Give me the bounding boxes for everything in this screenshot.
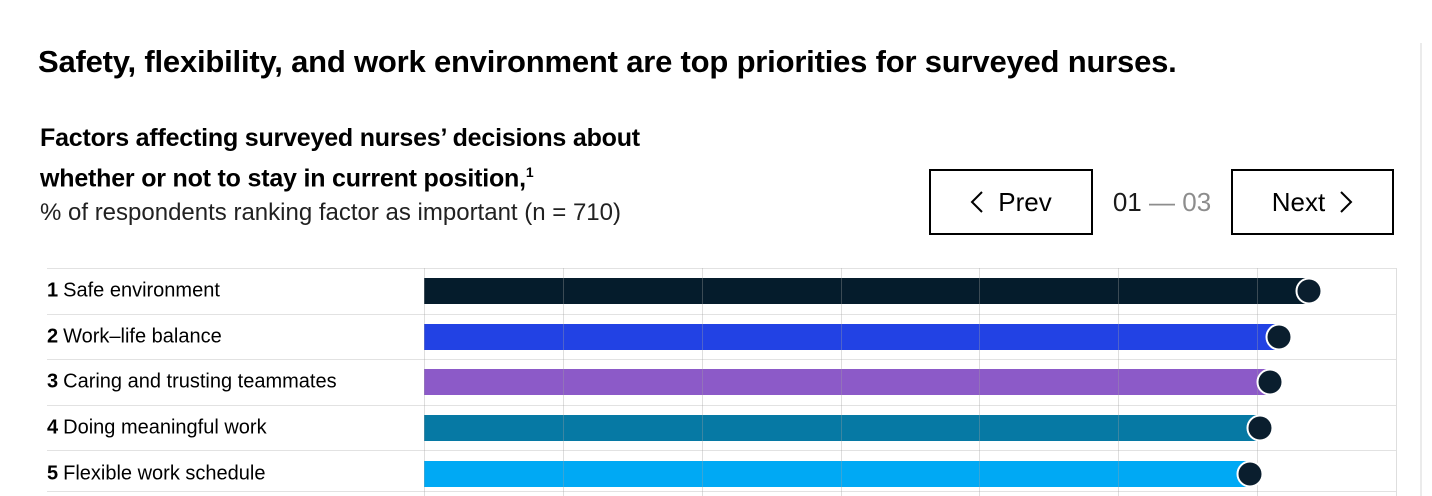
row-label: 5 Flexible work schedule bbox=[47, 462, 266, 485]
page-title: Safety, flexibility, and work environmen… bbox=[38, 44, 1177, 79]
chart-title-line1: Factors affecting surveyed nurses’ decis… bbox=[40, 124, 640, 152]
row-rank: 2 bbox=[47, 325, 59, 348]
chevron-right-icon bbox=[1340, 191, 1353, 213]
row-label: 2 Work–life balance bbox=[47, 325, 222, 348]
bar bbox=[424, 278, 1309, 305]
row-rank: 5 bbox=[47, 462, 59, 485]
chart-subtitle: % of respondents ranking factor as impor… bbox=[40, 199, 621, 227]
chart-row: 3 Caring and trusting teammates bbox=[47, 359, 1396, 405]
prev-button-label: Prev bbox=[998, 186, 1052, 217]
bar bbox=[424, 369, 1270, 396]
bar bbox=[424, 460, 1251, 487]
prev-button[interactable]: Prev bbox=[929, 169, 1093, 235]
bar-end-dot bbox=[1256, 368, 1284, 396]
chart-header: Factors affecting surveyed nurses’ decis… bbox=[40, 121, 640, 229]
row-label: 4 Doing meaningful work bbox=[47, 416, 267, 439]
bar-end-dot bbox=[1246, 414, 1274, 442]
page-indicator: 01 — 03 bbox=[1093, 169, 1231, 235]
footnote-marker: 1 bbox=[525, 164, 534, 180]
chart-title-line2: whether or not to stay in current positi… bbox=[40, 164, 526, 193]
bar-end-dot bbox=[1236, 460, 1264, 488]
next-button-label: Next bbox=[1271, 186, 1326, 217]
next-button[interactable]: Next bbox=[1231, 169, 1394, 235]
chart-row: 1 Safe environment bbox=[47, 268, 1396, 314]
page-indicator-current: 01 bbox=[1112, 186, 1142, 217]
bar-end-dot bbox=[1265, 323, 1293, 351]
row-rank: 3 bbox=[47, 370, 59, 393]
chart-row: 2 Work–life balance bbox=[47, 313, 1396, 360]
chart-title: Factors affecting surveyed nurses’ decis… bbox=[40, 121, 640, 195]
bar-end-dot bbox=[1295, 277, 1323, 305]
chart-row: 5 Flexible work schedule bbox=[47, 450, 1396, 496]
page-indicator-total: — 03 bbox=[1149, 186, 1212, 217]
row-label: 3 Caring and trusting teammates bbox=[47, 370, 337, 393]
row-separator bbox=[47, 491, 1396, 492]
bar bbox=[424, 415, 1260, 442]
bar bbox=[424, 323, 1280, 350]
gridline bbox=[1396, 268, 1397, 496]
chart-row: 4 Doing meaningful work bbox=[47, 404, 1396, 451]
chevron-left-icon bbox=[970, 191, 983, 213]
page-edge-divider bbox=[1420, 43, 1422, 496]
row-rank: 1 bbox=[47, 279, 59, 302]
bar-chart: 1 Safe environment 2 Work–life balance 3 Cari… bbox=[47, 268, 1397, 496]
row-label: 1 Safe environment bbox=[47, 279, 220, 302]
row-rank: 4 bbox=[47, 416, 59, 439]
